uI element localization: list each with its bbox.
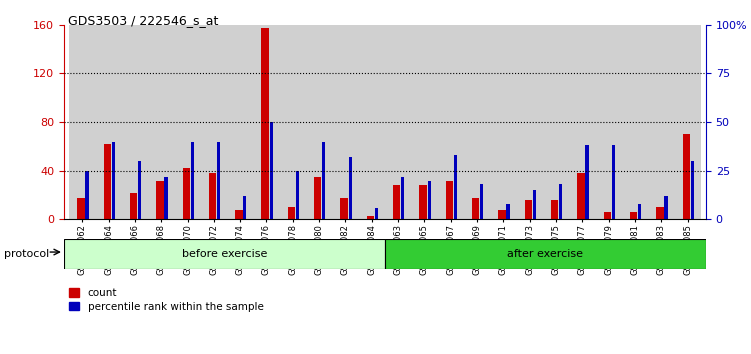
- Bar: [454, 155, 457, 219]
- Bar: [472, 198, 479, 219]
- Bar: [314, 177, 321, 219]
- Bar: [375, 208, 378, 219]
- Bar: [393, 185, 400, 219]
- Bar: [596, 25, 622, 219]
- Bar: [306, 25, 332, 219]
- Bar: [69, 25, 95, 219]
- Bar: [217, 142, 220, 219]
- Bar: [385, 239, 706, 269]
- Bar: [438, 25, 464, 219]
- Bar: [191, 142, 194, 219]
- Bar: [182, 169, 190, 219]
- Bar: [427, 181, 430, 219]
- Text: protocol: protocol: [4, 249, 49, 259]
- Bar: [148, 25, 174, 219]
- Bar: [480, 184, 484, 219]
- Bar: [130, 193, 137, 219]
- Bar: [86, 171, 89, 219]
- Bar: [138, 161, 141, 219]
- Bar: [499, 210, 505, 219]
- Bar: [288, 207, 295, 219]
- Bar: [630, 212, 638, 219]
- Bar: [112, 142, 115, 219]
- Bar: [77, 198, 85, 219]
- Bar: [164, 177, 167, 219]
- Bar: [525, 200, 532, 219]
- Bar: [366, 216, 374, 219]
- Bar: [517, 25, 543, 219]
- Bar: [532, 190, 536, 219]
- Bar: [385, 25, 412, 219]
- Bar: [648, 25, 674, 219]
- Bar: [569, 25, 596, 219]
- Bar: [243, 196, 246, 219]
- Bar: [578, 173, 584, 219]
- Bar: [412, 25, 438, 219]
- Bar: [559, 184, 562, 219]
- Bar: [683, 134, 690, 219]
- Text: before exercise: before exercise: [182, 249, 267, 259]
- Bar: [253, 25, 279, 219]
- Bar: [235, 210, 243, 219]
- Bar: [551, 200, 558, 219]
- Bar: [209, 173, 216, 219]
- Text: GDS3503 / 222546_s_at: GDS3503 / 222546_s_at: [68, 14, 218, 27]
- Bar: [95, 25, 122, 219]
- Bar: [358, 25, 385, 219]
- Bar: [104, 144, 111, 219]
- Bar: [419, 185, 427, 219]
- Bar: [445, 181, 453, 219]
- Bar: [270, 122, 273, 219]
- Bar: [174, 25, 201, 219]
- Bar: [490, 25, 517, 219]
- Legend: count, percentile rank within the sample: count, percentile rank within the sample: [69, 289, 264, 312]
- Bar: [691, 161, 694, 219]
- Bar: [122, 25, 148, 219]
- Bar: [279, 25, 306, 219]
- Bar: [622, 25, 648, 219]
- Bar: [506, 204, 510, 219]
- Bar: [638, 204, 641, 219]
- Bar: [401, 177, 404, 219]
- Bar: [665, 196, 668, 219]
- Bar: [332, 25, 358, 219]
- Bar: [261, 28, 269, 219]
- Bar: [296, 171, 299, 219]
- Bar: [227, 25, 253, 219]
- Bar: [543, 25, 569, 219]
- Bar: [586, 145, 589, 219]
- Bar: [604, 212, 611, 219]
- Bar: [612, 145, 615, 219]
- Bar: [201, 25, 227, 219]
- Bar: [656, 207, 664, 219]
- Text: after exercise: after exercise: [508, 249, 584, 259]
- Bar: [340, 198, 348, 219]
- Bar: [348, 157, 351, 219]
- Bar: [64, 239, 385, 269]
- Bar: [322, 142, 325, 219]
- Bar: [156, 181, 164, 219]
- Bar: [464, 25, 490, 219]
- Bar: [674, 25, 701, 219]
